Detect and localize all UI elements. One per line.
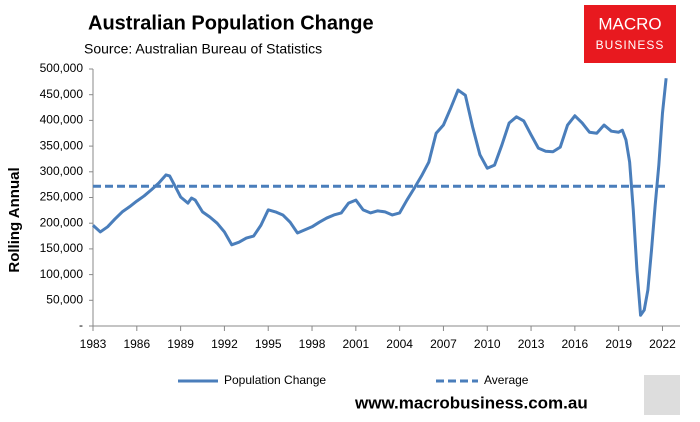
x-tick-label: 2016 [562,337,589,351]
x-tick-label: 1998 [299,337,326,351]
website: www.macrobusiness.com.au [354,393,588,412]
brand-logo [584,5,676,63]
y-tick-label: 250,000 [40,190,84,204]
y-tick-label: 450,000 [40,87,84,101]
y-tick-label: 100,000 [40,267,84,281]
x-tick-label: 1989 [167,337,194,351]
y-tick-label: 500,000 [40,61,84,75]
x-tick-label: 2004 [386,337,413,351]
x-tick-label: 2001 [342,337,369,351]
chart-title: Australian Population Change [88,12,374,34]
brand-line1: MACRO [598,14,661,33]
x-tick-label: 1983 [80,337,107,351]
y-tick-label: 200,000 [40,215,84,229]
x-tick-label: 2013 [518,337,545,351]
y-tick-label: 400,000 [40,113,84,127]
legend-label: Average [484,373,529,387]
wolf-icon [644,375,680,415]
x-tick-label: 2022 [649,337,676,351]
x-tick-label: 2007 [430,337,457,351]
x-tick-label: 1992 [211,337,238,351]
legend-label: Population Change [224,373,326,387]
brand-line2: BUSINESS [596,38,665,52]
y-tick-label: 350,000 [40,138,84,152]
y-axis-label: Rolling Annual [6,167,23,272]
y-tick-label: 300,000 [40,164,84,178]
x-tick-label: 1995 [255,337,282,351]
y-tick-label: - [79,318,83,332]
data-line [91,78,668,317]
y-tick-label: 50,000 [46,292,83,306]
chart-subtitle: Source: Australian Bureau of Statistics [84,41,322,57]
x-tick-label: 2019 [605,337,632,351]
y-tick-label: 150,000 [40,241,84,255]
x-tick-label: 1986 [123,337,150,351]
x-tick-label: 2010 [474,337,501,351]
